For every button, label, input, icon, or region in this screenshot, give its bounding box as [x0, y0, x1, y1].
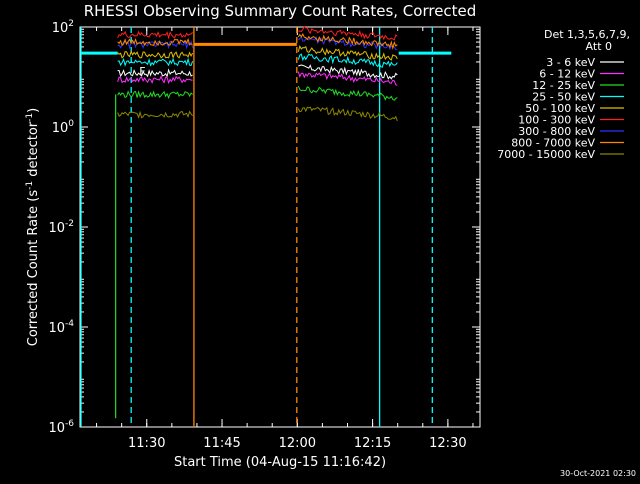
y-tick-label: 100 — [52, 119, 75, 136]
y-tick-label: 10-6 — [48, 419, 74, 436]
series-line — [117, 75, 193, 85]
x-tick-label: 12:30 — [429, 436, 466, 451]
series-line — [117, 50, 194, 59]
y-tick-label: 102 — [52, 19, 74, 36]
series-line — [117, 90, 193, 100]
series-line — [117, 57, 194, 67]
series-line — [297, 44, 398, 61]
series-line — [117, 110, 193, 119]
legend-item-label: 3 - 6 keV — [546, 56, 595, 69]
data-series: F — [81, 25, 452, 419]
series-line — [297, 106, 398, 122]
y-axis-label: Corrected Count Rate (s-1 detector-1) — [25, 108, 41, 346]
series-line — [298, 64, 398, 80]
legend-item-label: 7000 - 15000 keV — [497, 148, 595, 161]
series-line — [117, 68, 193, 78]
x-tick-label: 11:30 — [128, 436, 165, 451]
series-line — [297, 71, 398, 86]
legend-header-1: Det 1,3,5,6,7,9, — [544, 28, 630, 41]
legend-header-2: Att 0 — [586, 40, 612, 53]
legend-item-label: 300 - 800 keV — [518, 125, 595, 138]
y-axis-ticks: 102 100 10-2 10-4 10-6 — [48, 19, 480, 436]
legend-item-label: 12 - 25 keV — [532, 79, 595, 92]
series-line — [297, 53, 398, 68]
legend-item-label: 100 - 300 keV — [518, 114, 595, 127]
chart-title: RHESSI Observing Summary Count Rates, Co… — [84, 2, 477, 20]
x-tick-label: 11:45 — [203, 436, 240, 451]
plot-frame — [79, 26, 481, 428]
x-axis-ticks: 11:30 11:45 12:00 12:15 12:30 — [96, 27, 474, 451]
flare-flag: F — [139, 65, 145, 78]
x-tick-label: 12:15 — [354, 436, 391, 451]
series-line — [297, 33, 398, 51]
legend-item-label: 800 - 7000 keV — [511, 137, 595, 150]
legend-item-label: 25 - 50 keV — [532, 91, 595, 104]
timestamp: 30-Oct-2021 02:30 — [560, 469, 636, 478]
series-line — [298, 25, 398, 41]
x-tick-label: 12:00 — [279, 436, 316, 451]
x-axis-label: Start Time (04-Aug-15 11:16:42) — [174, 455, 386, 470]
y-tick-label: 10-4 — [48, 319, 74, 336]
series-line — [297, 85, 398, 101]
legend-item-label: 50 - 100 keV — [525, 102, 595, 115]
vertical-markers — [80, 27, 433, 427]
series-line — [117, 30, 193, 40]
series-line — [117, 37, 193, 47]
legend-item-label: 6 - 12 keV — [539, 68, 595, 81]
y-tick-label: 10-2 — [48, 219, 74, 236]
